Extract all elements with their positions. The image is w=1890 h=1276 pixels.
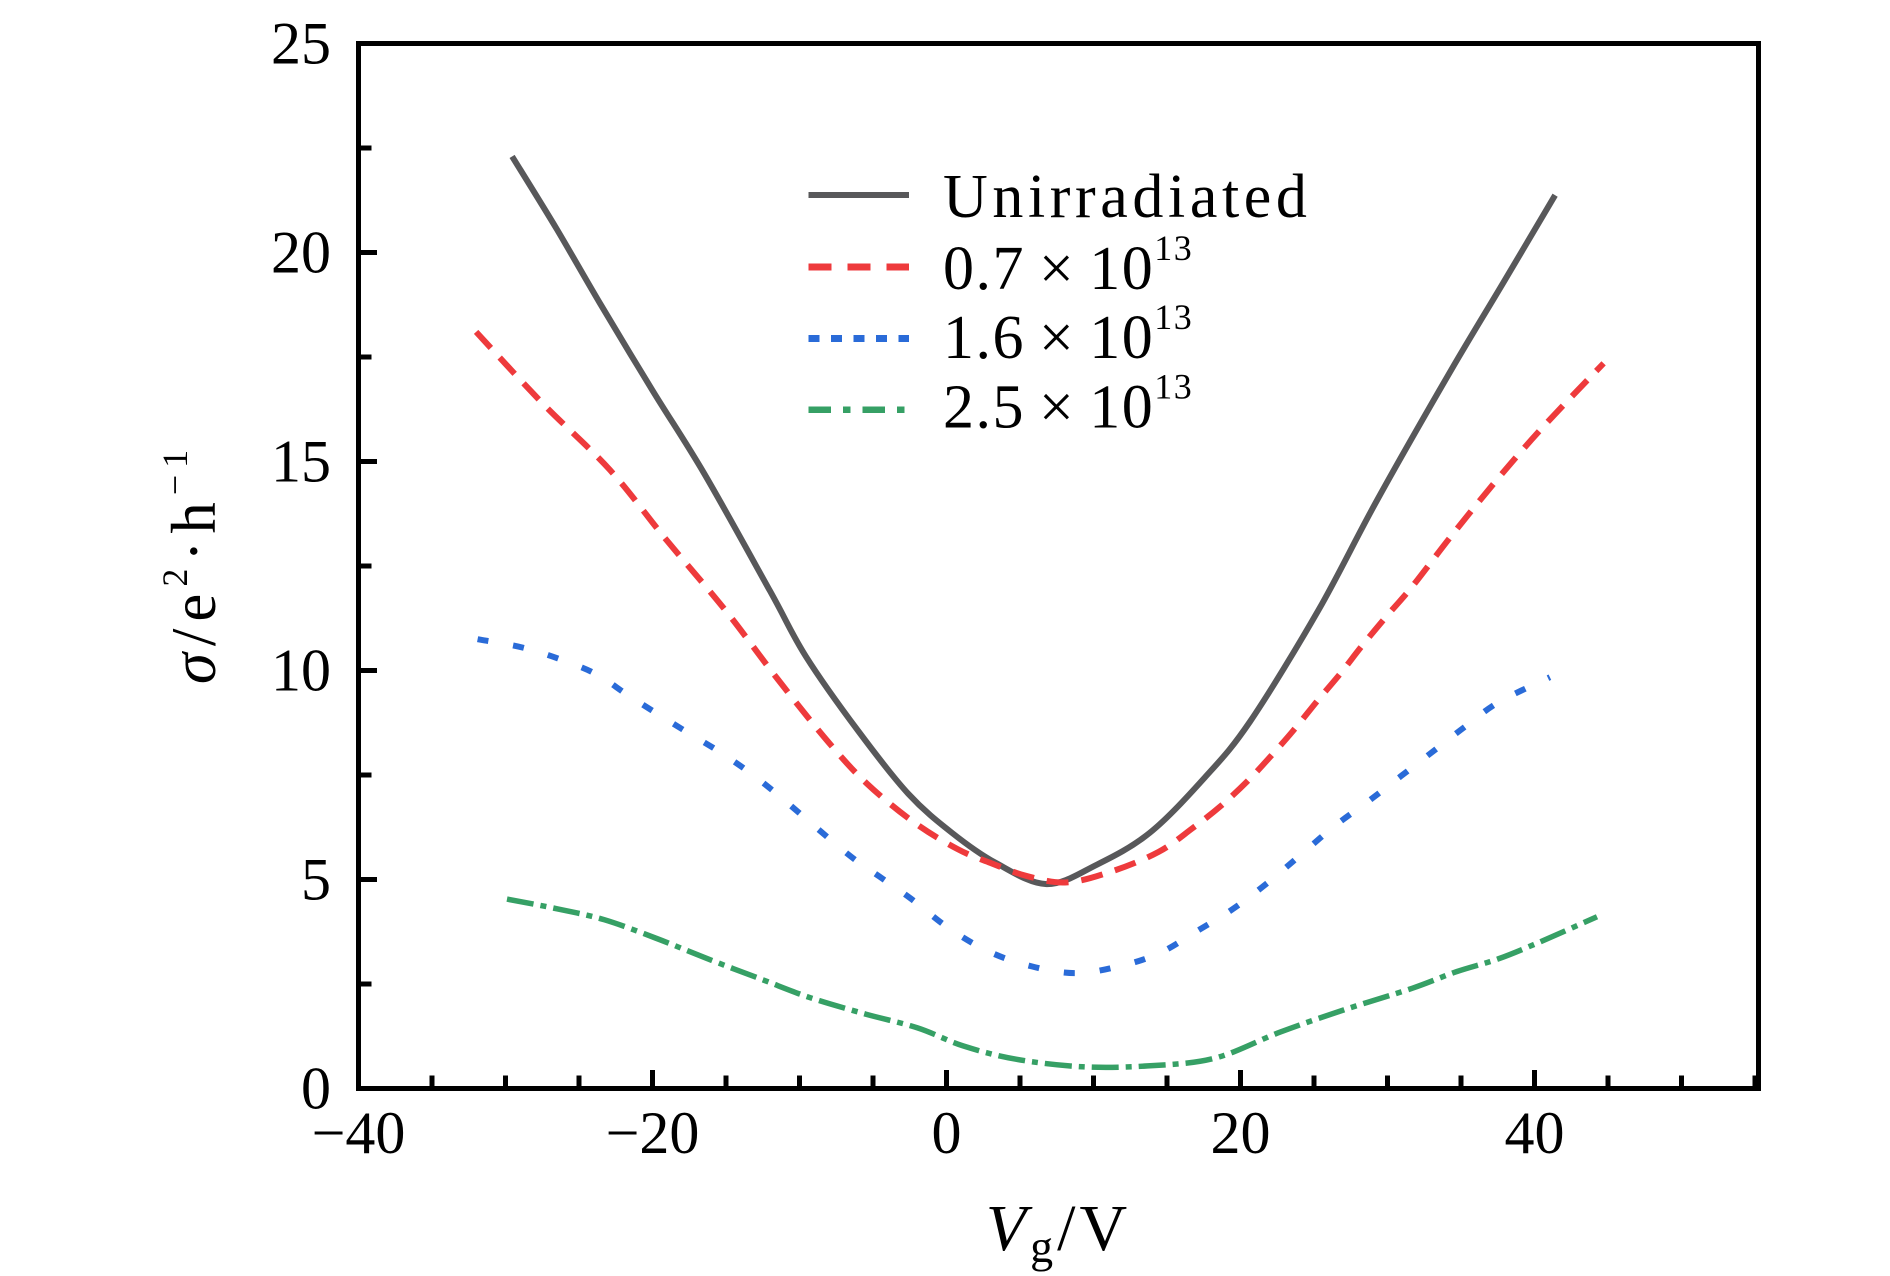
- svg-text:−40: −40: [312, 1100, 406, 1166]
- svg-text:15: 15: [271, 429, 331, 495]
- svg-text:0.7 × 1013: 0.7 × 1013: [943, 228, 1193, 303]
- svg-text:1.6 × 1013: 1.6 × 1013: [943, 297, 1193, 372]
- svg-text:Unirradiated: Unirradiated: [943, 163, 1312, 231]
- svg-text:20: 20: [1211, 1100, 1271, 1166]
- svg-text:25: 25: [271, 11, 331, 77]
- svg-text:0: 0: [301, 1056, 331, 1122]
- svg-text:−20: −20: [606, 1100, 700, 1166]
- svg-text:20: 20: [271, 220, 331, 286]
- svg-text:40: 40: [1505, 1100, 1565, 1166]
- svg-text:5: 5: [301, 847, 331, 913]
- svg-text:10: 10: [271, 638, 331, 704]
- svg-text:Vg/V: Vg/V: [986, 1192, 1131, 1272]
- svg-text:2.5 × 1013: 2.5 × 1013: [943, 367, 1193, 442]
- svg-text:0: 0: [932, 1100, 962, 1166]
